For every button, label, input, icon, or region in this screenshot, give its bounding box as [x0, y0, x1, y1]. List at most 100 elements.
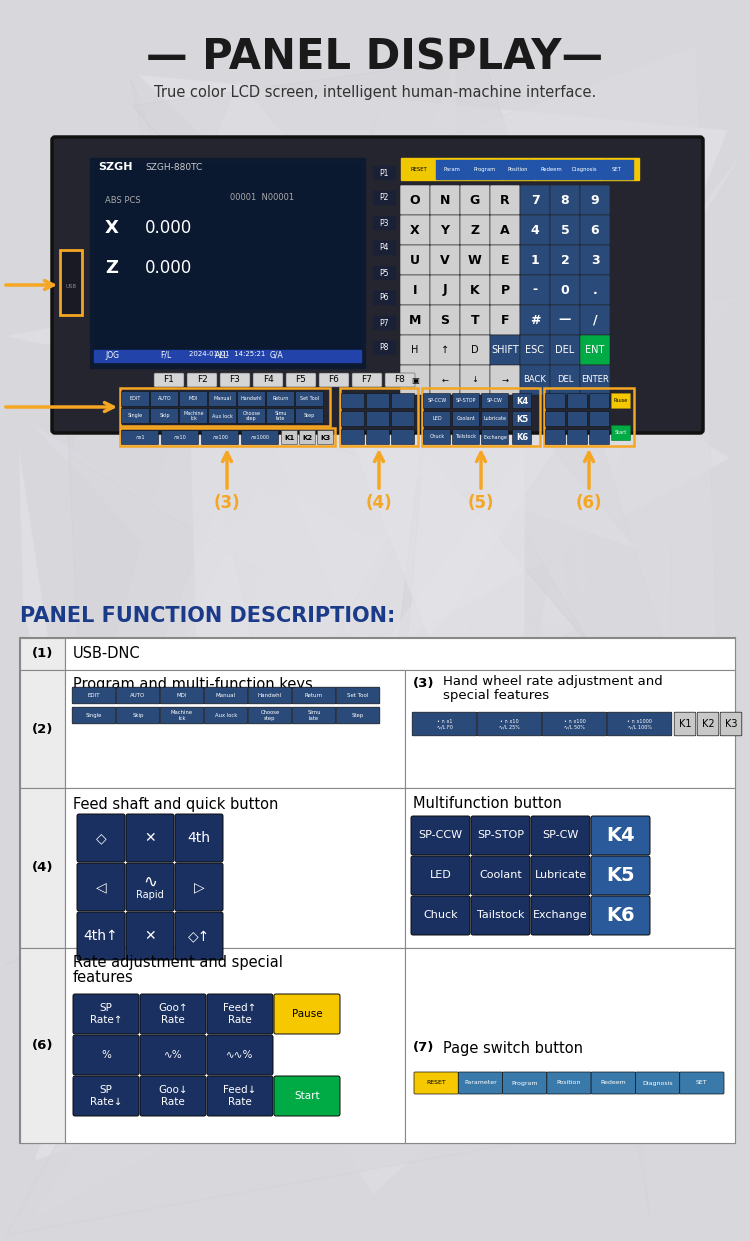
- Text: ESC: ESC: [526, 345, 544, 355]
- FancyBboxPatch shape: [400, 335, 430, 365]
- Text: K5: K5: [516, 414, 528, 423]
- Text: 0.000: 0.000: [145, 259, 192, 277]
- Polygon shape: [7, 417, 674, 1235]
- Text: F5: F5: [296, 376, 307, 385]
- FancyBboxPatch shape: [568, 412, 587, 427]
- Text: Set Tool: Set Tool: [347, 692, 369, 697]
- Text: AUTO: AUTO: [158, 397, 171, 402]
- FancyBboxPatch shape: [77, 862, 125, 911]
- FancyBboxPatch shape: [202, 431, 238, 444]
- FancyBboxPatch shape: [520, 185, 550, 215]
- Text: 1: 1: [531, 253, 539, 267]
- FancyBboxPatch shape: [352, 374, 382, 387]
- Text: (3): (3): [413, 676, 434, 690]
- FancyBboxPatch shape: [520, 305, 550, 335]
- FancyBboxPatch shape: [126, 862, 174, 911]
- Text: ▷: ▷: [194, 880, 204, 894]
- FancyBboxPatch shape: [430, 244, 460, 276]
- FancyBboxPatch shape: [204, 688, 248, 704]
- FancyBboxPatch shape: [77, 912, 125, 961]
- Text: DEL: DEL: [555, 345, 574, 355]
- Text: MDI: MDI: [189, 397, 198, 402]
- FancyBboxPatch shape: [151, 408, 178, 423]
- FancyBboxPatch shape: [242, 431, 278, 444]
- FancyBboxPatch shape: [179, 408, 208, 423]
- FancyBboxPatch shape: [336, 688, 380, 704]
- Bar: [373, 290, 395, 304]
- FancyBboxPatch shape: [591, 896, 650, 934]
- Text: ∿: ∿: [143, 872, 157, 891]
- Text: F7: F7: [362, 376, 373, 385]
- Text: Exchange: Exchange: [483, 434, 507, 439]
- FancyBboxPatch shape: [400, 215, 430, 244]
- Text: ∩x100: ∩x100: [212, 436, 228, 441]
- Text: 8: 8: [561, 194, 569, 206]
- Bar: [20, 948, 65, 1143]
- FancyBboxPatch shape: [550, 276, 580, 305]
- FancyBboxPatch shape: [160, 688, 204, 704]
- Text: LED: LED: [432, 417, 442, 422]
- FancyBboxPatch shape: [296, 391, 323, 407]
- Bar: [601, 160, 633, 179]
- Polygon shape: [73, 153, 742, 1067]
- Text: P7: P7: [380, 319, 388, 328]
- Text: SP-CW: SP-CW: [487, 398, 503, 403]
- Bar: [535, 160, 567, 179]
- Text: Page switch button: Page switch button: [443, 1040, 583, 1056]
- Text: P6: P6: [380, 294, 388, 303]
- Text: Goo↓
Rate: Goo↓ Rate: [158, 1085, 188, 1107]
- Text: A: A: [500, 223, 510, 237]
- FancyBboxPatch shape: [175, 912, 223, 961]
- FancyBboxPatch shape: [175, 862, 223, 911]
- Bar: [373, 316, 395, 329]
- FancyBboxPatch shape: [512, 429, 532, 444]
- Text: Simu
late: Simu late: [274, 411, 286, 422]
- Text: SP-CCW: SP-CCW: [419, 830, 463, 840]
- FancyBboxPatch shape: [296, 408, 323, 423]
- FancyBboxPatch shape: [151, 391, 178, 407]
- Polygon shape: [139, 76, 727, 499]
- FancyBboxPatch shape: [580, 185, 610, 215]
- Text: (2): (2): [32, 722, 53, 736]
- Polygon shape: [34, 63, 456, 1160]
- Text: • ∩ x100
∿/L 50%: • ∩ x100 ∿/L 50%: [564, 719, 585, 730]
- Text: (4): (4): [32, 861, 53, 875]
- FancyBboxPatch shape: [72, 688, 116, 704]
- FancyBboxPatch shape: [424, 412, 451, 427]
- Text: SP
Rate↑: SP Rate↑: [90, 1003, 122, 1025]
- Polygon shape: [451, 37, 650, 1215]
- Bar: [65, 638, 735, 670]
- Text: 5: 5: [560, 223, 569, 237]
- Bar: [401, 158, 639, 180]
- FancyBboxPatch shape: [580, 276, 610, 305]
- Bar: [65, 670, 405, 788]
- Bar: [94, 350, 361, 362]
- FancyBboxPatch shape: [471, 856, 530, 895]
- Text: G: G: [470, 194, 480, 206]
- Text: F1: F1: [164, 376, 175, 385]
- Text: (6): (6): [32, 1039, 53, 1052]
- FancyBboxPatch shape: [281, 431, 298, 444]
- Bar: [422, 388, 540, 446]
- Polygon shape: [402, 205, 476, 1129]
- Text: SET: SET: [612, 168, 622, 172]
- FancyBboxPatch shape: [122, 431, 158, 444]
- Bar: [20, 788, 65, 948]
- FancyBboxPatch shape: [482, 429, 508, 444]
- Text: Aux lock: Aux lock: [212, 413, 232, 418]
- Text: K6: K6: [606, 906, 634, 925]
- FancyBboxPatch shape: [520, 215, 550, 244]
- Bar: [403, 160, 435, 179]
- Text: Hand wheel rate adjustment and: Hand wheel rate adjustment and: [443, 675, 663, 689]
- Text: ∿∿%: ∿∿%: [226, 1050, 254, 1060]
- Text: (1): (1): [32, 648, 53, 660]
- Text: Pause: Pause: [614, 398, 628, 403]
- FancyBboxPatch shape: [207, 1035, 273, 1075]
- Text: Single: Single: [128, 413, 143, 418]
- Text: Lubricate: Lubricate: [484, 417, 506, 422]
- FancyBboxPatch shape: [72, 707, 116, 724]
- FancyBboxPatch shape: [414, 1072, 458, 1095]
- FancyBboxPatch shape: [400, 305, 430, 335]
- FancyBboxPatch shape: [140, 994, 206, 1034]
- FancyBboxPatch shape: [590, 429, 610, 444]
